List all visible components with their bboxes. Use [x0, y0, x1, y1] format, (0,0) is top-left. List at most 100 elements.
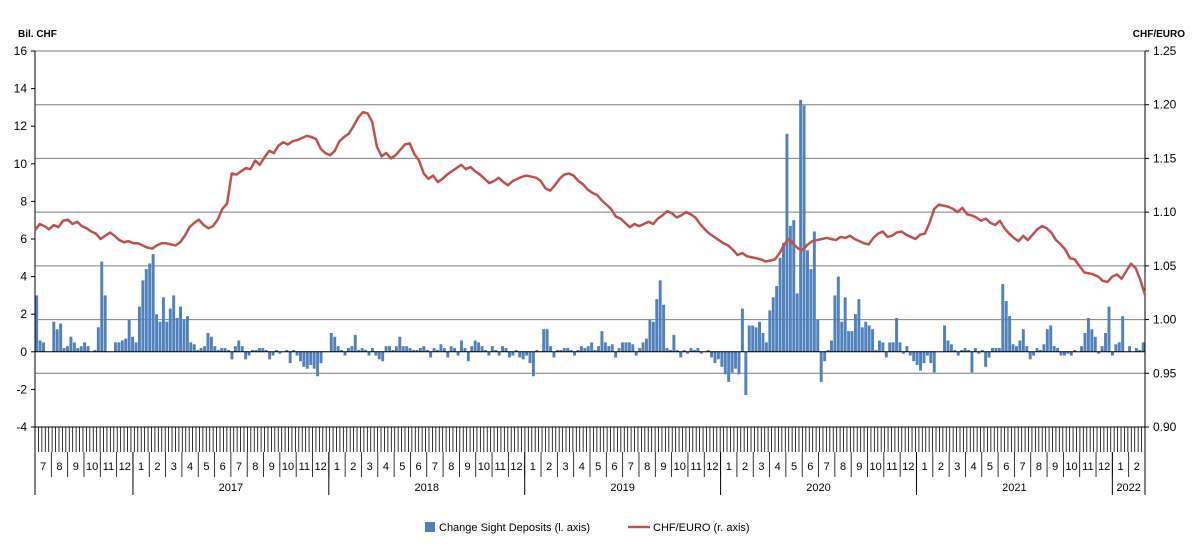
- bar: [1108, 307, 1111, 352]
- bar: [248, 352, 251, 356]
- legend-label-line: CHF/EURO (r. axis): [653, 522, 750, 534]
- bar: [213, 346, 216, 352]
- bar: [851, 331, 854, 352]
- bar: [422, 346, 425, 352]
- bar: [957, 352, 960, 356]
- bar: [508, 352, 511, 358]
- left-tick-label: 8: [20, 194, 27, 208]
- month-label: 10: [282, 461, 294, 473]
- bar: [148, 263, 151, 351]
- bar: [69, 337, 72, 352]
- bar: [381, 352, 384, 361]
- bar: [128, 320, 131, 352]
- bar: [696, 348, 699, 352]
- bar: [690, 348, 693, 352]
- bar: [1080, 346, 1083, 352]
- bar: [320, 352, 323, 363]
- bar: [179, 307, 182, 352]
- bar: [833, 295, 836, 351]
- bar: [220, 348, 223, 352]
- bar: [1060, 352, 1063, 356]
- bar: [847, 331, 850, 352]
- bar: [470, 346, 473, 352]
- bar: [635, 352, 638, 356]
- month-label: 5: [203, 461, 209, 473]
- bar: [998, 348, 1001, 352]
- bar: [621, 342, 624, 351]
- bar: [566, 348, 569, 352]
- bar: [666, 348, 669, 352]
- bar: [491, 346, 494, 352]
- bar: [803, 106, 806, 352]
- bar: [1042, 344, 1045, 352]
- month-label: 6: [1003, 461, 1009, 473]
- bar: [861, 327, 864, 351]
- bar: [347, 348, 350, 352]
- right-tick-label: 1.25: [1153, 44, 1177, 58]
- bar: [42, 342, 45, 351]
- bar: [487, 352, 490, 356]
- bar: [39, 341, 42, 352]
- bar: [234, 346, 237, 352]
- bar: [388, 346, 391, 352]
- bar: [474, 341, 477, 352]
- bar: [261, 348, 264, 352]
- bar: [912, 352, 915, 361]
- bar: [258, 348, 261, 352]
- bar: [302, 352, 305, 367]
- bar: [361, 348, 364, 352]
- bar: [909, 352, 912, 356]
- bar: [553, 352, 556, 358]
- bar: [926, 352, 929, 356]
- bar: [532, 352, 535, 376]
- bar: [450, 346, 453, 352]
- month-label: 11: [886, 461, 897, 473]
- bar: [114, 342, 117, 351]
- bar: [200, 348, 203, 352]
- bar: [871, 329, 874, 352]
- bar: [395, 346, 398, 352]
- month-label: 4: [971, 461, 977, 473]
- bar: [672, 335, 675, 352]
- bar: [1101, 346, 1104, 352]
- month-label: 12: [1098, 461, 1110, 473]
- bar: [895, 318, 898, 352]
- bar: [799, 100, 802, 352]
- month-label: 10: [478, 461, 490, 473]
- bar: [662, 305, 665, 352]
- bar: [1114, 344, 1117, 352]
- bar: [546, 329, 549, 352]
- bar: [176, 318, 179, 352]
- month-label: 9: [1052, 461, 1058, 473]
- bar: [378, 352, 381, 360]
- bar: [892, 342, 895, 351]
- month-label: 2: [154, 461, 160, 473]
- bar: [748, 325, 751, 351]
- month-label: 7: [236, 461, 242, 473]
- bar: [518, 352, 521, 358]
- month-label: 8: [252, 461, 258, 473]
- bar: [573, 352, 576, 356]
- month-label: 7: [824, 461, 830, 473]
- bar: [607, 346, 610, 352]
- bar: [35, 295, 38, 351]
- bar: [738, 352, 741, 375]
- bar: [73, 342, 76, 351]
- bar: [837, 277, 840, 352]
- bar: [741, 309, 744, 352]
- month-label: 12: [315, 461, 327, 473]
- bar: [100, 262, 103, 352]
- bar: [1005, 301, 1008, 352]
- bar: [946, 341, 949, 352]
- year-label: 2022: [1116, 482, 1140, 494]
- bar: [433, 348, 436, 352]
- bar: [104, 295, 107, 351]
- month-label: 2: [742, 461, 748, 473]
- year-label: 2017: [219, 482, 243, 494]
- month-label: 11: [495, 461, 506, 473]
- bar: [1111, 352, 1114, 356]
- bar: [244, 352, 247, 360]
- left-tick-label: -4: [16, 420, 27, 434]
- bar: [1063, 352, 1066, 356]
- bar: [155, 314, 158, 352]
